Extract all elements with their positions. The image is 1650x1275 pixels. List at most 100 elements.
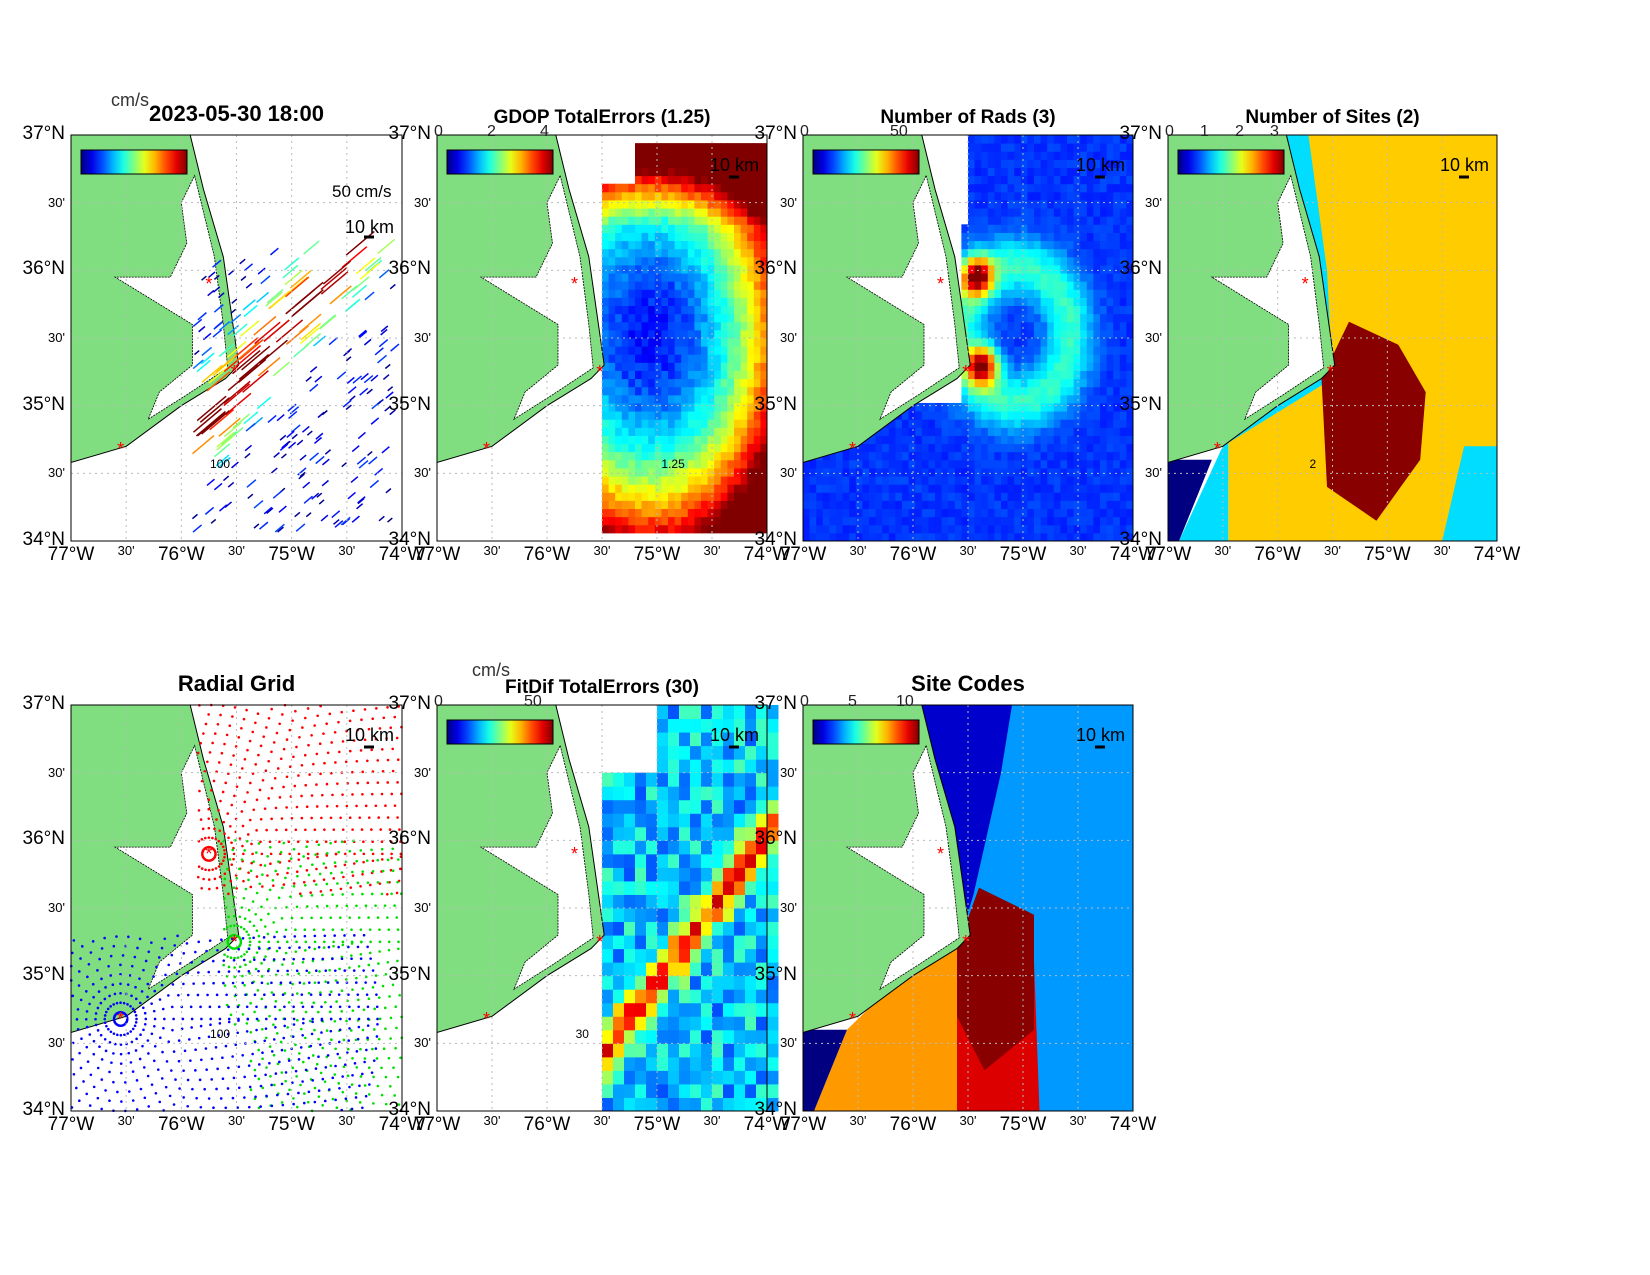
lat-tick-label: 30' — [780, 900, 797, 915]
colorbar — [81, 150, 187, 174]
lon-tick-label: 76°W — [890, 544, 937, 566]
lon-tick-label: 30' — [704, 1113, 721, 1128]
site-marker-icon: * — [571, 844, 578, 864]
lon-tick-label: 75°W — [268, 1114, 315, 1136]
colorbar-tick: 2 — [487, 123, 496, 141]
colorbar-tick: 2 — [1235, 123, 1244, 141]
map-axes: 50 cm/s 100 * * * — [71, 135, 402, 541]
lat-tick-label: 36°N — [23, 258, 65, 280]
lon-tick-label: 30' — [1434, 543, 1451, 558]
lat-tick-label: 37°N — [755, 693, 797, 715]
lat-tick-label: 35°N — [1120, 394, 1162, 416]
map-panel-totals: 50 cm/s 100 * * * 2023-05-30 18:00 cm/s 10 km 37… — [71, 135, 402, 546]
colorbar-tick: 3 — [1270, 123, 1279, 141]
lon-tick-label: 30' — [1070, 543, 1087, 558]
site-marker-icon: * — [937, 844, 944, 864]
contour-label: 2 — [1309, 457, 1316, 471]
lat-tick-label: 30' — [414, 765, 431, 780]
lon-tick-label: 76°W — [158, 544, 205, 566]
lon-tick-label: 77°W — [414, 544, 461, 566]
site-marker-icon: * — [571, 274, 578, 294]
lat-tick-label: 36°N — [389, 828, 431, 850]
lon-tick-label: 30' — [850, 1113, 867, 1128]
lon-tick-label: 30' — [1214, 543, 1231, 558]
map-axes: 100*** — [71, 705, 402, 1111]
lat-tick-label: 35°N — [389, 964, 431, 986]
lon-tick-label: 30' — [338, 1113, 355, 1128]
site-marker-icon: * — [596, 932, 603, 952]
lat-tick-label: 30' — [414, 465, 431, 480]
site-marker-icon: * — [937, 274, 944, 294]
contour-label: 30 — [576, 1027, 590, 1041]
lon-tick-label: 30' — [960, 543, 977, 558]
map-axes: 30 * * * — [437, 705, 767, 1111]
lat-tick-label: 30' — [1145, 195, 1162, 210]
lon-tick-label: 75°W — [634, 544, 681, 566]
lat-tick-label: 35°N — [23, 394, 65, 416]
lon-tick-label: 30' — [228, 1113, 245, 1128]
site-marker-icon: * — [962, 362, 969, 382]
colorbar-tick: 0 — [800, 123, 809, 141]
lat-tick-label: 30' — [48, 900, 65, 915]
lon-tick-label: 30' — [960, 1113, 977, 1128]
contour-label: 100 — [210, 457, 230, 471]
colorbar — [447, 720, 553, 744]
site-marker-icon: * — [849, 1009, 856, 1029]
site-marker-icon: * — [231, 362, 238, 382]
site-marker-icon: * — [596, 362, 603, 382]
scale-label: 10 km — [1076, 725, 1125, 746]
map-axes: * * * — [803, 135, 1133, 541]
site-marker-icon: * — [483, 1009, 490, 1029]
scale-label: 10 km — [345, 217, 394, 238]
lat-tick-label: 30' — [48, 195, 65, 210]
colorbar — [1178, 150, 1284, 174]
scale-label: 10 km — [710, 725, 759, 746]
colorbar-tick: 0 — [800, 693, 809, 711]
map-axes: 2 * * * — [1168, 135, 1497, 541]
site-marker-icon: * — [205, 274, 212, 294]
lat-tick-label: 36°N — [755, 258, 797, 280]
lon-tick-label: 30' — [594, 1113, 611, 1128]
lon-tick-label: 30' — [338, 543, 355, 558]
map-panel-radgrid: 100 * * * Radial Grid 10 km 37°N 30' 36°N 30' 35°N… — [71, 705, 402, 1116]
lat-tick-label: 30' — [1145, 330, 1162, 345]
lat-tick-label: 30' — [48, 330, 65, 345]
lat-tick-label: 30' — [780, 195, 797, 210]
colorbar — [813, 150, 919, 174]
contour-label: 100 — [210, 1027, 230, 1041]
site-marker-icon: * — [483, 439, 490, 459]
lat-tick-label: 36°N — [1120, 258, 1162, 280]
lat-tick-label: 37°N — [1120, 123, 1162, 145]
colorbar — [813, 720, 919, 744]
lon-tick-label: 77°W — [780, 1114, 827, 1136]
colorbar-tick: 5 — [848, 693, 857, 711]
ref-vector-label: 50 cm/s — [332, 182, 392, 201]
lon-tick-label: 30' — [594, 543, 611, 558]
map-axes: * * * — [803, 705, 1133, 1111]
site-marker-icon: * — [849, 439, 856, 459]
panel-title: Radial Grid — [178, 671, 295, 697]
panel-title: GDOP TotalErrors (1.25) — [494, 107, 711, 129]
colorbar-tick: 1 — [1200, 123, 1209, 141]
lon-tick-label: 30' — [1324, 543, 1341, 558]
lon-tick-label: 76°W — [890, 1114, 937, 1136]
colorbar-tick: 4 — [540, 123, 549, 141]
lat-tick-label: 30' — [1145, 465, 1162, 480]
map-panel-nrads: * * * Number of Rads (3) 10 km 0 50 37°N 30' 36°N… — [803, 135, 1133, 546]
lon-tick-label: 77°W — [1145, 544, 1192, 566]
colorbar — [447, 150, 553, 174]
lon-tick-label: 75°W — [1000, 1114, 1047, 1136]
lat-tick-label: 30' — [780, 1035, 797, 1050]
lon-tick-label: 77°W — [780, 544, 827, 566]
lat-tick-label: 30' — [48, 1035, 65, 1050]
lon-tick-label: 30' — [484, 543, 501, 558]
colorbar-tick: 50 — [890, 123, 908, 141]
map-panel-fitdif: 30 * * * FitDif TotalErrors (30) cm/s 10 km 0 50… — [437, 705, 767, 1116]
colorbar-tick: 10 — [896, 693, 914, 711]
site-marker-icon: * — [231, 932, 238, 952]
lat-tick-label: 30' — [414, 330, 431, 345]
map-panel-nsites: 2 * * * Number of Sites (2) 10 km 0 1 2 3 37°N 30' 3… — [1168, 135, 1497, 546]
lat-tick-label: 37°N — [755, 123, 797, 145]
lat-tick-label: 30' — [780, 765, 797, 780]
scale-label: 10 km — [1440, 155, 1489, 176]
